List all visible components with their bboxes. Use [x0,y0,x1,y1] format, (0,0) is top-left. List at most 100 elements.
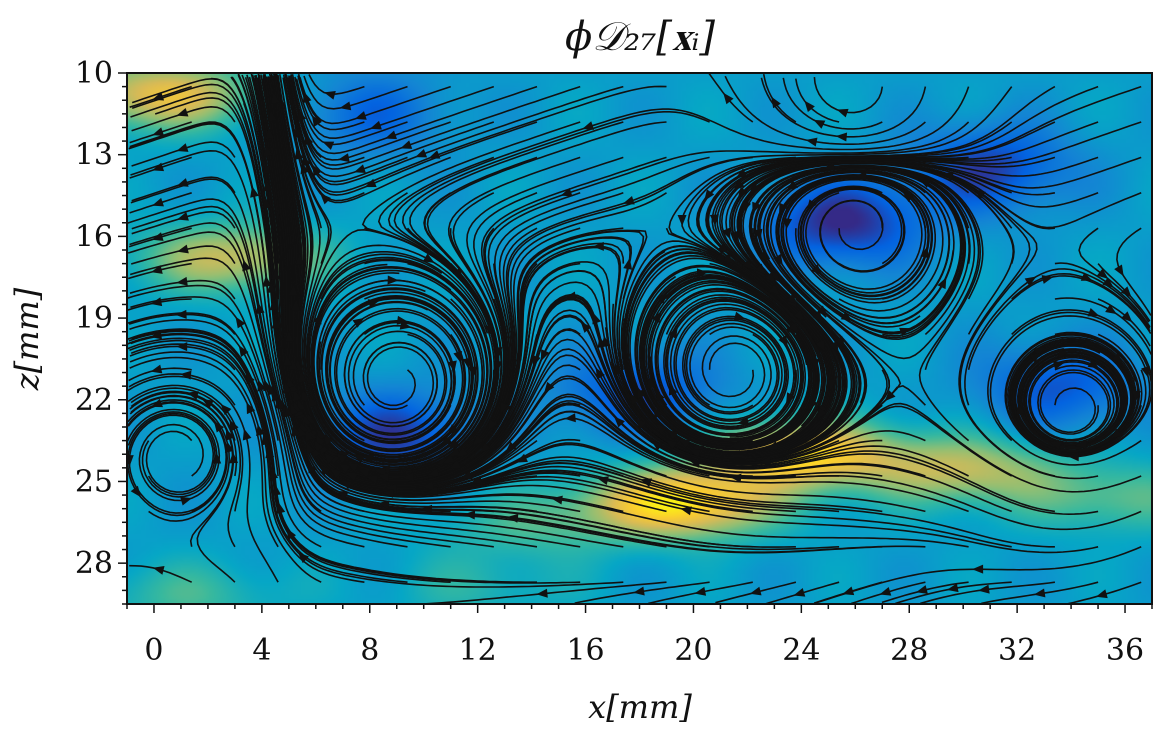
streamline-arrow-137 [484,323,493,336]
streamline-arrow-199 [630,393,640,406]
streamline-arrow-280 [551,495,563,505]
y-tick-label: 25 [75,464,113,499]
streamline-arrow-157 [449,460,461,470]
y-axis-label: z[mm] [8,287,46,391]
streamline-arrow-254 [815,339,825,352]
streamline-arrow-331 [1114,264,1124,277]
streamline-arrow-190 [808,398,818,411]
streamline-arrow-164 [284,405,293,418]
streamline-arrow-125 [328,453,340,465]
streamline-arrow-275 [1041,275,1054,284]
streamline-arrow-7 [152,197,164,207]
y-axis: 10 13 16 19 22 25 28 [75,56,127,605]
streamline-arrow-42 [235,316,246,329]
streamline-arrow-32 [229,452,239,464]
streamline-arrow-22 [177,212,189,221]
streamline-arrow-319 [1111,352,1123,365]
streamline-arrow-322 [1016,403,1025,416]
streamline-arrow-77 [322,141,335,150]
streamline-arrow-41 [242,259,251,272]
streamline-arrow-50 [294,148,304,160]
streamline-arrow-24 [176,276,188,286]
streamline-arrow-83 [453,350,463,363]
x-tick-label: 24 [782,633,820,668]
streamline-arrow-307 [1058,348,1070,358]
streamline-arrow-266 [879,587,892,596]
streamline-arrow-61 [324,90,336,100]
streamline-arrow-142 [314,440,324,452]
streamline-arrow-136 [400,140,413,149]
streamline-arrow-114 [297,371,307,383]
streamline-arrow-263 [544,381,555,394]
streamline-arrow-194 [633,586,645,596]
streamline-arrow-286 [786,293,798,305]
streamline-arrow-253 [805,137,818,147]
streamline-arrow-310 [640,478,653,488]
streamline-arrow-33 [270,92,280,104]
streamline-arrow-150 [286,528,297,540]
x-axis: 0 4 8 12 16 20 24 28 32 36 [126,604,1153,668]
streamline-arrow-203 [669,383,678,396]
streamline-arrow-221 [377,500,390,510]
streamline-arrow-57 [271,268,281,280]
streamline-arrow-233 [460,470,473,480]
streamline-arrow-290 [1033,347,1046,357]
streamline-arrow-173 [647,376,656,389]
streamline-arrow-2 [130,485,141,498]
streamline-arrow-27 [180,370,192,380]
streamline-arrow-103 [269,299,279,311]
streamline-arrow-248 [505,441,517,453]
streamline-arrow-213 [786,180,798,191]
streamline-arrow-67 [307,372,316,384]
streamline-arrow-320 [1050,441,1062,450]
streamline-arrow-174 [655,389,665,402]
streamline-arrow-141 [324,452,335,464]
streamline-arrow-236 [793,588,806,597]
streamline-arrow-211 [918,179,931,188]
streamline-arrow-191 [330,468,342,479]
streamline-arrow-324 [689,459,702,468]
streamline-arrow-165 [297,552,309,564]
streamline-arrow-139 [377,472,390,482]
streamline-arrow-171 [666,429,679,440]
streamline-arrow-163 [297,425,307,438]
streamline-arrow-277 [823,162,835,172]
streamline-arrow-37 [262,162,272,175]
streamline-arrow-97 [308,395,318,408]
streamline-arrow-298 [717,243,729,254]
streamline-arrow-208 [694,586,707,596]
streamline-arrow-329 [737,186,748,199]
streamline-arrow-105 [269,467,279,479]
streamline-arrow-235 [420,504,433,514]
streamline-arrow-297 [677,214,687,226]
streamline-arrow-58 [255,302,265,315]
streamline-arrow-288 [1080,272,1093,281]
streamline-arrow-99 [462,357,472,370]
streamline-arrow-47 [302,91,312,104]
streamline-arrow-226 [806,199,817,211]
streamline-arrow-93 [320,193,332,205]
streamline-arrow-17 [225,428,235,441]
streamline-arrow-217 [788,322,799,334]
streamline-arrow-79 [374,467,387,477]
streamline-arrow-15 [180,496,192,506]
streamline-arrow-25 [175,309,187,319]
streamline-arrow-264 [516,453,528,463]
streamline-arrow-181 [452,267,464,280]
streamline-arrow-274 [742,200,752,213]
streamline-arrow-121 [385,130,398,140]
streamline-arrow-338 [1095,589,1108,599]
streamline-arrow-250 [463,510,476,520]
streamline-arrow-98 [387,275,399,285]
streamline-arrow-293 [635,417,647,430]
streamline-arrow-251 [842,586,855,596]
streamline-arrow-249 [470,475,483,485]
streamline-arrow-140 [338,463,351,474]
streamline-arrow-106 [370,120,382,130]
streamline-arrow-238 [813,119,826,129]
streamline-arrow-188 [737,416,750,426]
streamline-arrow-232 [531,355,541,367]
streamline-arrow-261 [597,336,607,348]
streamline-arrow-29 [201,399,214,409]
streamline-arrow-234 [426,486,438,496]
